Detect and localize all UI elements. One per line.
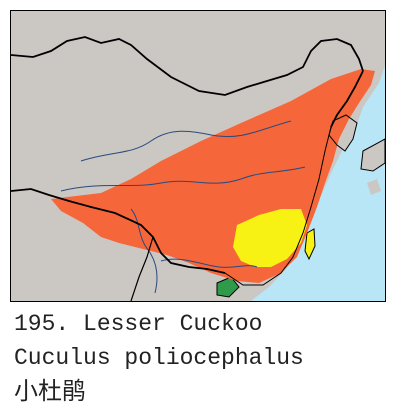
taiwan-island	[304, 228, 316, 261]
caption-scientific-name: Cuculus poliocephalus	[14, 345, 304, 371]
japan-land	[361, 139, 385, 171]
caption-chinese-name: 小杜鹃	[14, 377, 86, 405]
river-yangtze	[60, 166, 306, 192]
river-pearl	[160, 258, 258, 268]
range-map-svg	[11, 11, 385, 301]
range-map	[10, 10, 386, 302]
japan-outline	[360, 138, 385, 172]
caption-species-number-name: 195. Lesser Cuckoo	[14, 311, 263, 337]
river-yellow	[80, 120, 292, 162]
border-china-south	[11, 188, 226, 274]
border-southeast	[130, 236, 154, 301]
korea-outline	[328, 114, 358, 152]
border-mongolia	[11, 36, 364, 96]
coastline	[224, 126, 332, 286]
border-northeast	[330, 70, 364, 128]
range-yellow	[233, 209, 307, 267]
japan-small-land	[367, 179, 381, 195]
